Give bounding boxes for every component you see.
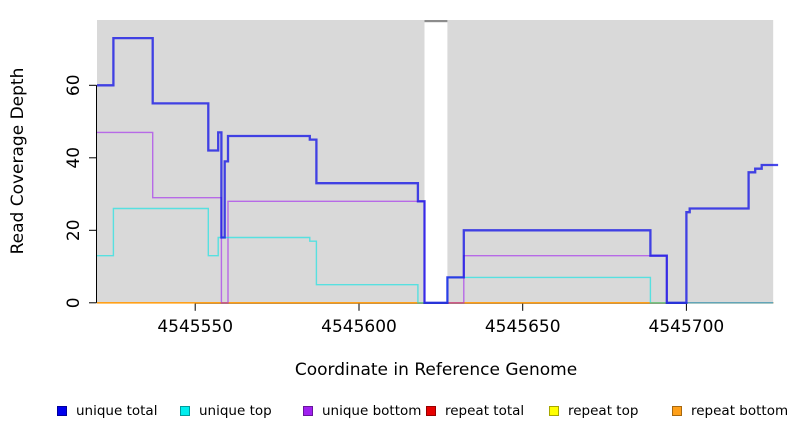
x-tick-label: 4545700 [649, 317, 725, 337]
legend-label: unique bottom [322, 403, 422, 419]
legend-swatch-unique-total [57, 406, 67, 416]
legend-label: unique total [76, 403, 158, 419]
legend-label: repeat total [445, 403, 525, 419]
x-tick-label: 4545650 [485, 317, 561, 337]
series-line-unique-top [97, 207, 774, 304]
legend-item-unique-top: unique top [180, 403, 303, 419]
y-axis-title: Read Coverage Depth [8, 67, 28, 255]
legend-item-repeat-top: repeat top [549, 403, 672, 419]
no-data-gap-cap [424, 20, 448, 23]
legend-swatch-repeat-top [549, 406, 559, 416]
legend-swatch-unique-top [180, 406, 190, 416]
y-tick-label: 0 [64, 297, 84, 308]
y-tick-label: 20 [64, 219, 84, 241]
legend-item-repeat-bottom: repeat bottom [672, 403, 792, 419]
series-line-unique-bottom [97, 131, 774, 304]
legend-label: repeat bottom [691, 403, 789, 419]
legend-label: repeat top [568, 403, 639, 419]
legend: unique total unique top unique bottom re… [0, 399, 792, 423]
legend-swatch-unique-bottom [303, 406, 313, 416]
x-tick-label: 4545550 [157, 317, 233, 337]
series-line-unique-total [97, 36, 779, 304]
y-tick-label: 60 [64, 74, 84, 96]
legend-label: unique top [199, 403, 272, 419]
chart-svg: 4545550 4545600 4545650 4545700 0 20 40 60 [64, 20, 779, 337]
legend-item-repeat-total: repeat total [426, 403, 549, 419]
legend-swatch-repeat-bottom [672, 406, 682, 416]
y-tick-label: 40 [64, 147, 84, 169]
x-tick-label: 4545600 [321, 317, 397, 337]
no-data-gap [424, 20, 448, 303]
legend-item-unique-bottom: unique bottom [303, 403, 426, 419]
legend-swatch-repeat-total [426, 406, 436, 416]
legend-item-unique-total: unique total [57, 403, 180, 419]
x-axis-title: Coordinate in Reference Genome [294, 360, 578, 380]
